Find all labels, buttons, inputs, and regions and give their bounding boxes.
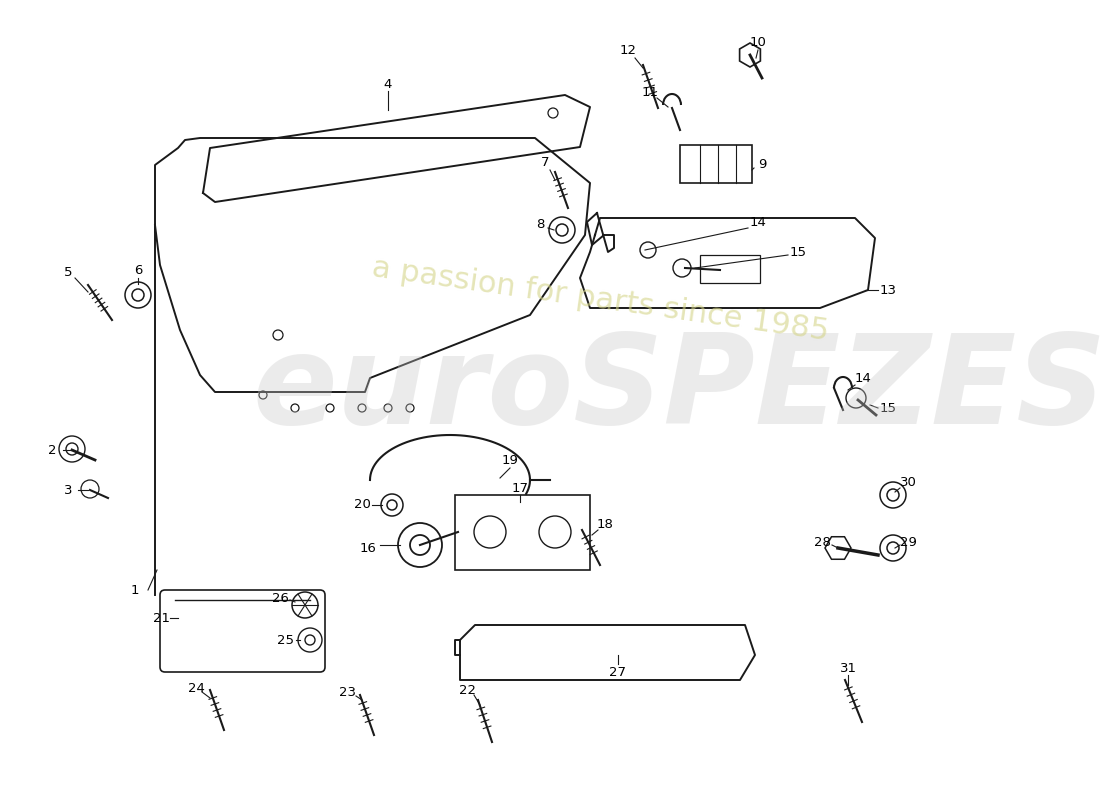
Text: 27: 27 (609, 666, 627, 678)
Text: 12: 12 (619, 43, 637, 57)
Text: 14: 14 (855, 371, 871, 385)
Text: 31: 31 (839, 662, 857, 674)
Text: 14: 14 (749, 215, 767, 229)
Text: 11: 11 (641, 86, 659, 98)
Text: euroSPEZES: euroSPEZES (253, 330, 1100, 450)
Text: 22: 22 (460, 683, 476, 697)
Bar (680, 145, 752, 183)
Bar (455, 495, 590, 570)
Text: 15: 15 (880, 402, 896, 414)
Text: 13: 13 (880, 283, 896, 297)
Text: 18: 18 (596, 518, 614, 531)
Text: 25: 25 (276, 634, 294, 646)
Text: 30: 30 (900, 475, 916, 489)
Text: 29: 29 (900, 535, 916, 549)
Text: 16: 16 (360, 542, 376, 554)
Text: 6: 6 (134, 263, 142, 277)
Text: 7: 7 (541, 155, 549, 169)
Text: 8: 8 (536, 218, 544, 231)
Text: 3: 3 (64, 483, 73, 497)
Text: a passion for parts since 1985: a passion for parts since 1985 (370, 254, 830, 346)
Text: 24: 24 (188, 682, 205, 694)
Text: 10: 10 (749, 35, 767, 49)
Text: 4: 4 (384, 78, 393, 91)
Text: 21: 21 (154, 611, 170, 625)
Text: 17: 17 (512, 482, 528, 494)
Text: 9: 9 (758, 158, 767, 171)
Text: 28: 28 (814, 535, 830, 549)
Text: 2: 2 (47, 443, 56, 457)
FancyBboxPatch shape (160, 590, 324, 672)
Text: 26: 26 (272, 591, 288, 605)
Text: 1: 1 (131, 583, 140, 597)
Text: 23: 23 (340, 686, 356, 698)
Bar (700, 255, 760, 283)
Text: 5: 5 (64, 266, 73, 278)
Text: 15: 15 (790, 246, 806, 258)
Text: 20: 20 (353, 498, 371, 511)
Text: 19: 19 (502, 454, 518, 466)
